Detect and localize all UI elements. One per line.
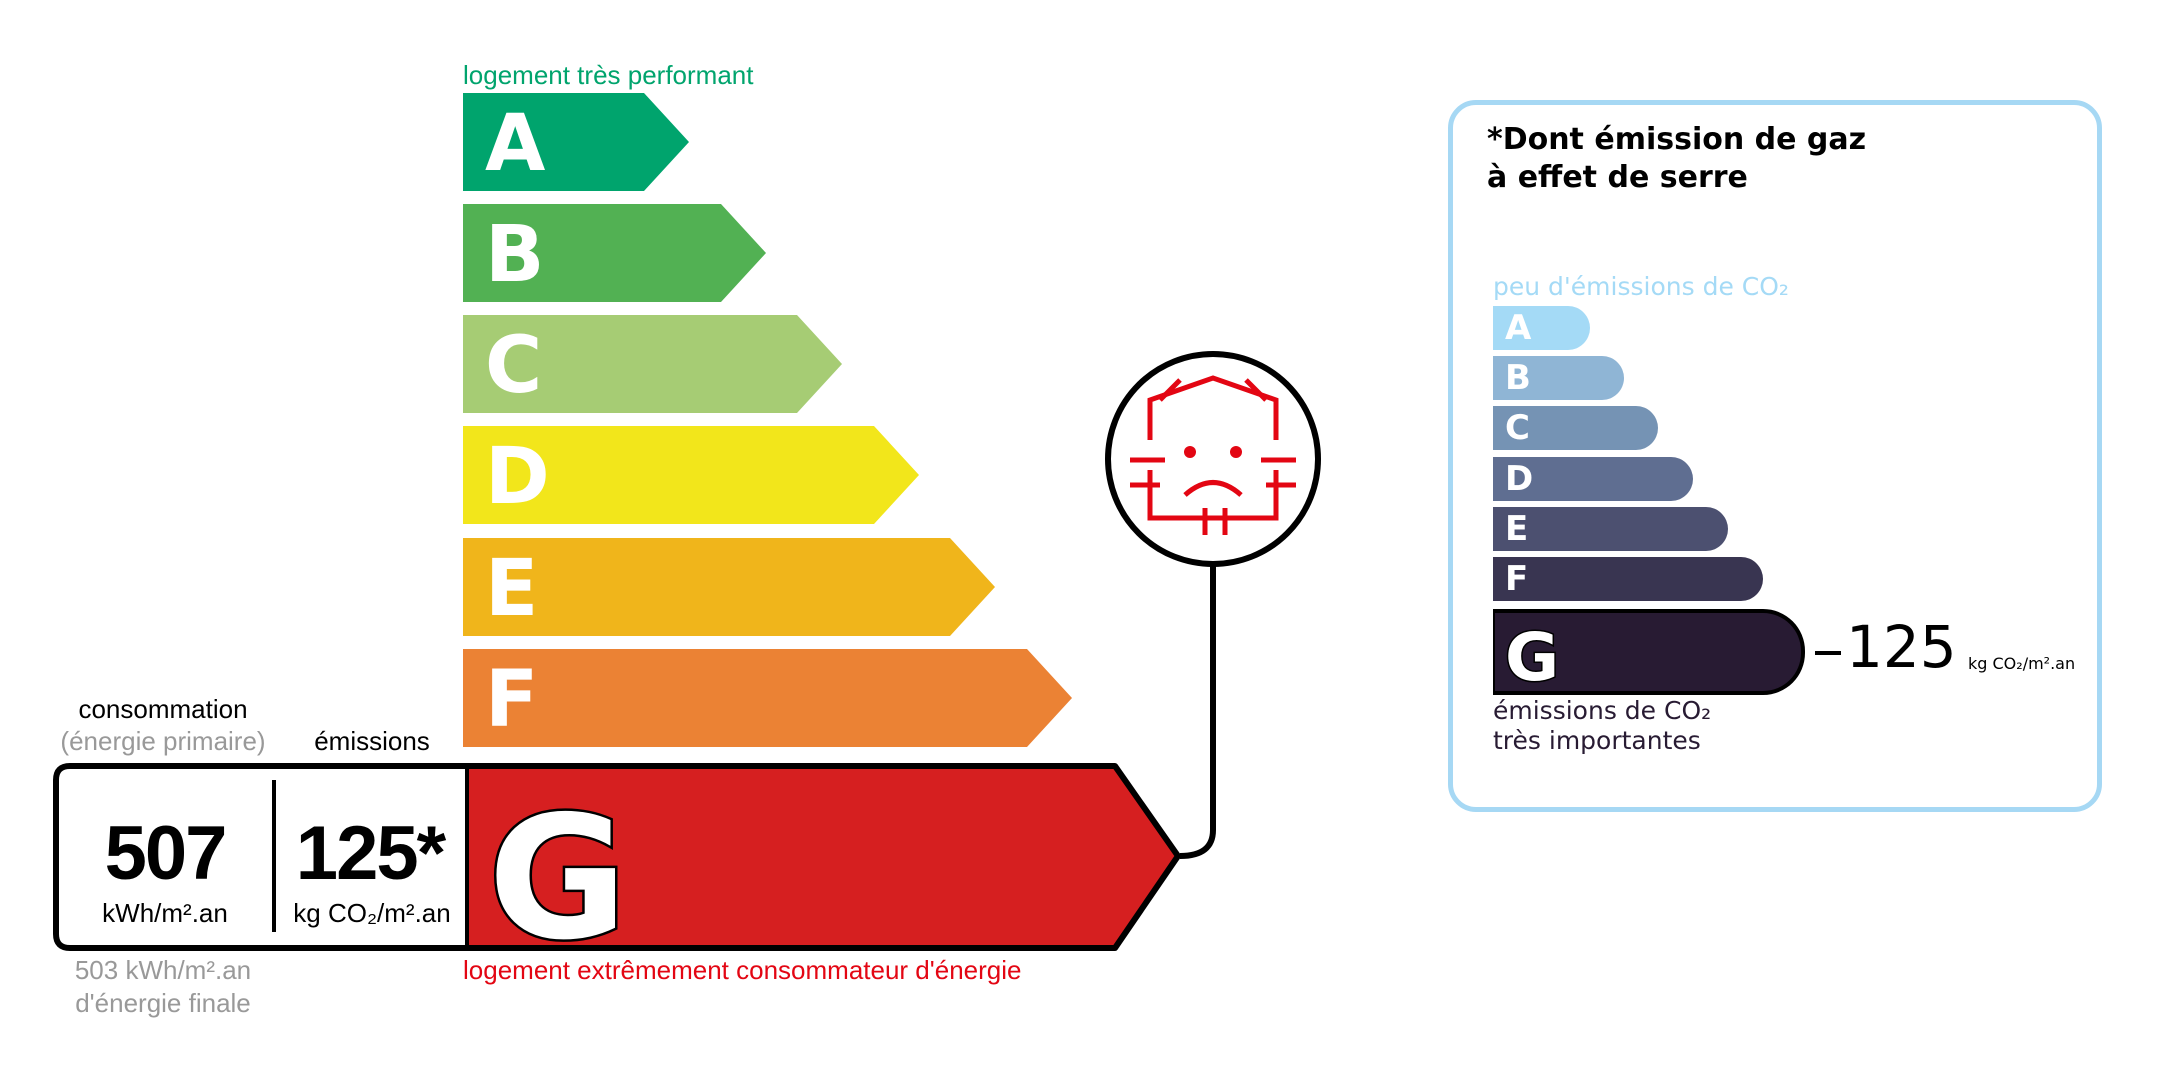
energy-class-e-bar: E xyxy=(463,538,995,636)
class-letter: B xyxy=(1505,358,1531,398)
class-letter: A xyxy=(485,99,546,189)
class-letter: G xyxy=(1503,618,1560,698)
ges-class-f-bar: F xyxy=(1493,557,1763,601)
emissions-label: émissions xyxy=(314,726,430,756)
energy-class-b-bar: B xyxy=(463,204,766,302)
energy-class-f-bar: F xyxy=(463,649,1072,747)
ges-class-d-bar: D xyxy=(1493,457,1693,501)
energy-class-g-bar xyxy=(467,766,1178,948)
ges-title-line2: à effet de serre xyxy=(1487,160,1748,195)
class-letter: B xyxy=(485,210,545,300)
class-letter: C xyxy=(1505,408,1530,448)
final-energy-value: 503 kWh/m².an xyxy=(74,955,252,985)
energy-class-g-letter: G xyxy=(486,778,631,981)
consumption-value: 507 xyxy=(104,811,228,896)
class-letter: A xyxy=(1505,308,1532,348)
ges-value: 125 xyxy=(1846,613,1957,681)
icon-eye xyxy=(1184,446,1196,458)
class-letter: D xyxy=(1505,459,1534,499)
ges-unit: kg CO₂/m².an xyxy=(1968,654,2076,673)
ges-bottom-label-line1: émissions de CO₂ xyxy=(1493,696,1712,725)
ges-value-pointer xyxy=(1815,651,1841,655)
energy-bottom-label: logement extrêmement consommateur d'éner… xyxy=(463,955,1022,985)
ges-class-a-bar: A xyxy=(1493,306,1590,350)
ges-class-c-bar: C xyxy=(1493,406,1658,450)
class-letter: D xyxy=(485,432,550,522)
class-letter: C xyxy=(485,321,543,411)
ges-title-line1: *Dont émission de gaz xyxy=(1487,122,1867,157)
class-letter: E xyxy=(485,544,539,634)
emissions-value: 125* xyxy=(295,811,446,896)
class-letter: F xyxy=(485,655,539,745)
ges-class-e-bar: E xyxy=(1493,507,1728,551)
final-energy-label: d'énergie finale xyxy=(75,988,251,1018)
ges-bottom-label-line2: très importantes xyxy=(1493,726,1701,755)
ges-class-b-bar: B xyxy=(1493,356,1624,400)
energy-class-d-bar: D xyxy=(463,426,919,524)
consumption-unit: kWh/m².an xyxy=(102,898,228,928)
emissions-unit: kg CO₂/m².an xyxy=(293,898,451,928)
icon-eye xyxy=(1230,446,1242,458)
ges-class-g-bar: G xyxy=(1493,609,1805,698)
ges-top-label: peu d'émissions de CO₂ xyxy=(1493,272,1789,301)
ges-panel xyxy=(1448,100,2102,812)
class-letter: E xyxy=(1505,509,1529,549)
consumption-sublabel: (énergie primaire) xyxy=(60,726,266,756)
house-heat-loss-sad-icon xyxy=(1105,351,1321,567)
energy-class-a-bar: A xyxy=(463,93,689,191)
icon-connector xyxy=(1179,566,1216,859)
energy-class-c-bar: C xyxy=(463,315,842,413)
class-letter: F xyxy=(1505,559,1529,599)
house-icon xyxy=(1130,375,1296,535)
active-class-outline xyxy=(53,763,1181,951)
energy-top-label: logement très performant xyxy=(463,60,754,90)
consumption-label: consommation xyxy=(78,694,248,724)
